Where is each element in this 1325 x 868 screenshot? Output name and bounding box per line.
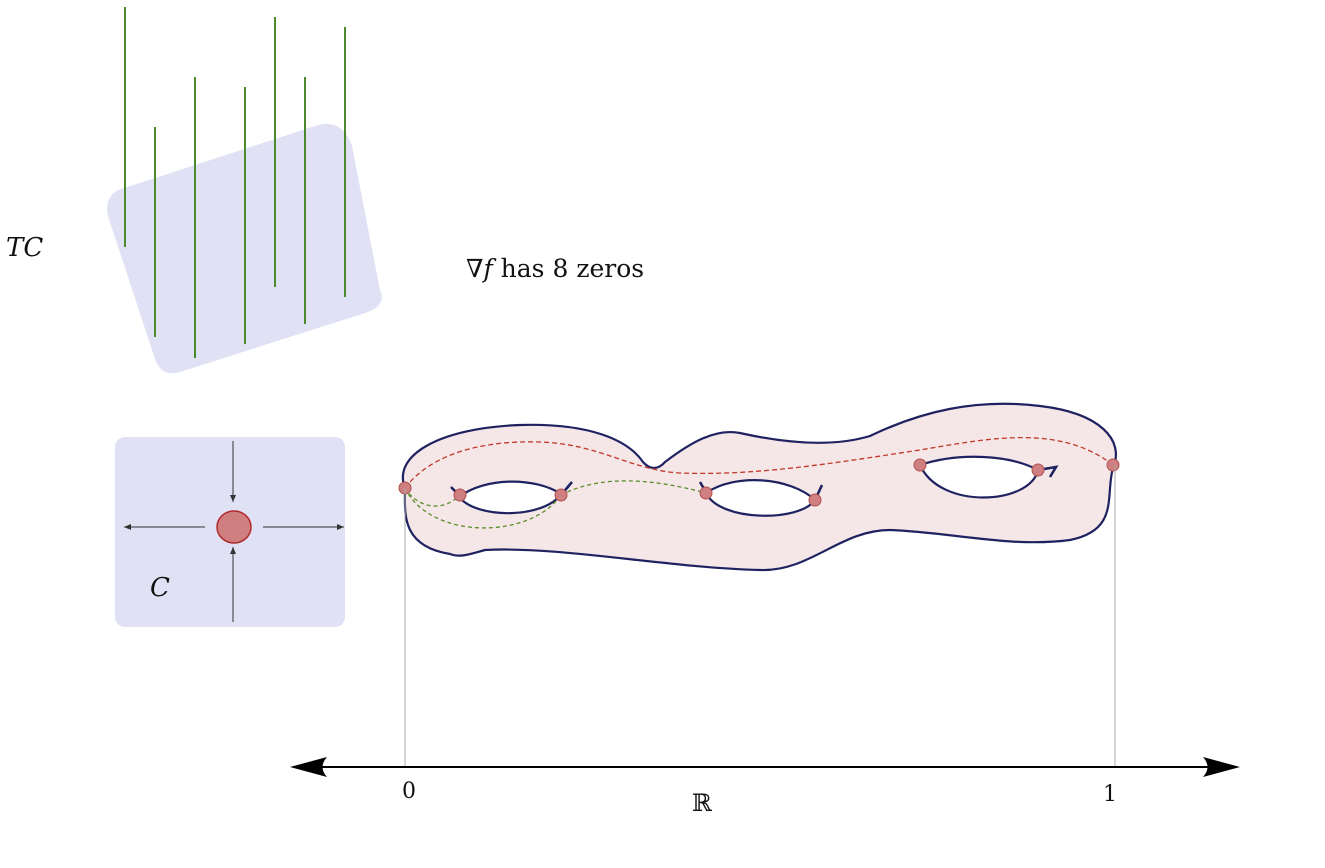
axis-label-zero: 0 xyxy=(402,779,416,804)
gradient-variable: f xyxy=(481,254,496,283)
nabla-symbol: ∇ xyxy=(466,254,483,283)
critical-point xyxy=(453,488,467,502)
axis-label-reals: ℝ xyxy=(692,789,713,817)
tangent-vectors xyxy=(124,7,346,358)
critical-point xyxy=(699,486,713,500)
gradient-description: has 8 zeros xyxy=(493,254,644,283)
critical-point xyxy=(913,458,927,472)
genus-three-surface xyxy=(398,402,1120,572)
critical-point xyxy=(216,510,252,544)
gradient-caption: ∇f has 8 zeros xyxy=(466,254,644,283)
green-flow-lines xyxy=(404,480,707,529)
axis-arrow-right xyxy=(1203,757,1240,777)
projection-guides xyxy=(404,465,1116,767)
critical-point xyxy=(554,488,568,502)
holes xyxy=(457,455,1040,517)
red-flow-line xyxy=(404,437,1114,489)
critical-point-max xyxy=(1106,458,1120,472)
critical-point xyxy=(1031,463,1045,477)
green-flow-line xyxy=(560,480,707,496)
real-line-axis xyxy=(290,757,1240,777)
curve-label: C xyxy=(150,573,170,603)
green-flow-line xyxy=(404,487,461,507)
tangent-space-label: TC xyxy=(6,233,43,263)
axis-label-one: 1 xyxy=(1103,782,1117,807)
critical-points xyxy=(398,458,1120,507)
critical-point xyxy=(808,493,822,507)
critical-point-panel xyxy=(115,437,345,627)
axis-arrow-left xyxy=(290,757,327,777)
tangent-space-panel xyxy=(107,7,382,374)
